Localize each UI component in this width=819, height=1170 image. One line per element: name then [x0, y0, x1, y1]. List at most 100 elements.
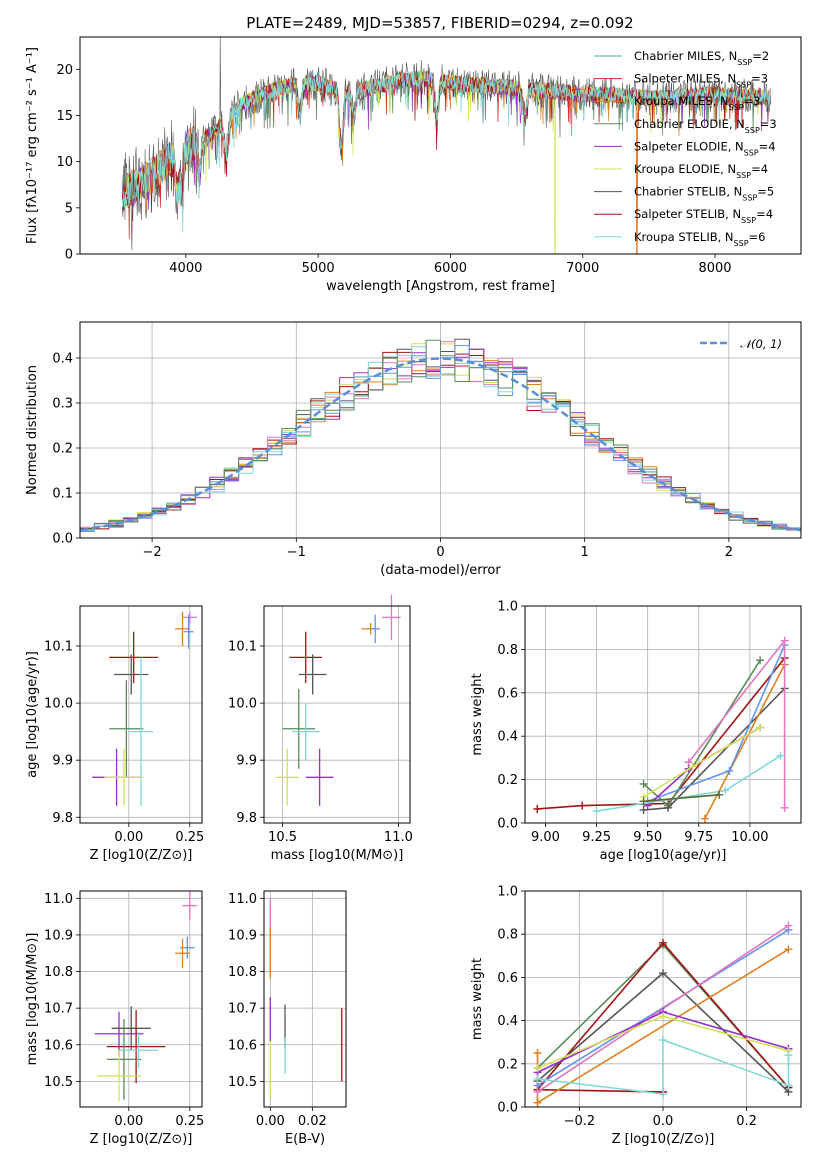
y-tick-label: 10.7: [44, 1002, 73, 1017]
weight-marker: [725, 766, 734, 775]
x-tick-label: 10.5: [268, 830, 297, 845]
x-axis-label: Z [log10(Z/Z⊙)]: [90, 848, 193, 863]
legend-entry-subscript: SSP: [745, 125, 760, 134]
weight-marker: [715, 790, 724, 799]
legend-entry-name: Salpeter STELIB, N: [634, 207, 741, 221]
y-axis-label: mass [log10(M/M⊙)]: [25, 933, 40, 1066]
x-axis-label: Z [log10(Z/Z⊙)]: [90, 1132, 193, 1147]
y-tick-label: 10.0: [228, 697, 257, 712]
normal-curve: [79, 357, 802, 532]
y-tick-label: 0.8: [497, 928, 518, 943]
legend-entry-name: Kroupa ELODIE, N: [634, 162, 736, 176]
y-tick-label: 0.2: [497, 773, 518, 788]
weight-line: [537, 948, 789, 1104]
y-tick-label: 0.4: [497, 730, 518, 745]
y-tick-label: 10.5: [44, 1075, 73, 1090]
weight-marker: [784, 1051, 793, 1060]
weight-marker: [533, 804, 542, 813]
legend-entry-name: Chabrier ELODIE, N: [634, 117, 745, 131]
y-tick-label: 0.6: [497, 686, 518, 701]
x-tick-label: −2: [143, 545, 162, 560]
weight-marker: [659, 969, 667, 978]
y-tick-label: 0.0: [52, 532, 73, 547]
weight-marker: [659, 1012, 667, 1021]
x-axis-label: wavelength [Angstrom, rest frame]: [326, 279, 555, 294]
legend-entry-name: Kroupa MILES, N: [634, 94, 729, 108]
weight-marker: [756, 656, 765, 665]
residuals-panel: −2 −1 0 1 2 0.0 0.1 0.2 0.3 0.4 (data-model)/error…: [25, 321, 802, 578]
y-tick-label: 20: [56, 63, 73, 78]
legend-entry-name: Chabrier STELIB, N: [634, 185, 742, 199]
legend-entry-subscript: SSP: [736, 80, 751, 89]
y-tick-label: 0.0: [497, 1101, 518, 1116]
weight-line: [704, 664, 786, 820]
weight-marker: [780, 803, 789, 812]
legend-entry-count: =2: [752, 49, 769, 63]
y-tick-label: 9.8: [236, 811, 257, 826]
weight-marker: [721, 786, 730, 795]
y-tick-label: 1.0: [497, 600, 518, 615]
y-tick-label: 10.8: [44, 965, 73, 980]
x-tick-label: 0.25: [175, 1114, 204, 1129]
histogram-step: [80, 360, 801, 532]
x-tick-label: 11.0: [384, 830, 413, 845]
y-tick-label: 10.6: [44, 1038, 73, 1053]
weight-marker: [659, 1090, 667, 1099]
legend-entry-subscript: SSP: [734, 238, 749, 247]
legend-entry-subscript: SSP: [737, 58, 752, 67]
y-tick-label: 5: [65, 201, 73, 216]
y-axis-label: Flux [fλ10⁻¹⁷ erg cm⁻² s⁻¹ A⁻¹]: [25, 47, 40, 244]
x-tick-label: 0.00: [114, 830, 143, 845]
x-axis-label: Z [log10(Z/Z⊙)]: [612, 1132, 715, 1147]
y-tick-label: 10.9: [228, 928, 257, 943]
legend-entry-count: =3: [751, 72, 768, 86]
y-tick-label: 10.5: [228, 1075, 257, 1090]
axes-frame: [263, 890, 347, 1108]
y-tick-label: 10: [56, 155, 73, 170]
legend-entry-name: Salpeter MILES, N: [634, 72, 736, 86]
legend-entry: 𝒩(0, 1): [740, 337, 782, 351]
y-tick-label: 0.1: [52, 487, 73, 502]
legend-entry: Salpeter STELIB, NSSP=4: [634, 207, 773, 225]
x-tick-label: 0.2: [736, 1114, 757, 1129]
age-vs-mass-panel: 10.5 11.0 9.8 9.9 10.0 10.1 mass [log10(M/M⊙)]: [228, 594, 413, 863]
weight-marker: [533, 1049, 542, 1057]
age-vs-metallicity-panel: 0.00 0.25 9.8 9.9 10.0 10.1 Z [log10(Z/Z⊙)] age…: [25, 605, 204, 863]
y-tick-label: 10.0: [44, 697, 73, 712]
x-tick-label: 6000: [434, 261, 467, 276]
weight-marker: [639, 797, 648, 806]
x-tick-label: 1: [581, 545, 589, 560]
y-tick-label: 10.7: [228, 1002, 257, 1017]
y-tick-label: 10.1: [228, 639, 257, 654]
x-tick-label: 0.00: [114, 1114, 143, 1129]
legend-entry-name: Salpeter ELODIE, N: [634, 139, 744, 153]
y-tick-label: 9.8: [52, 811, 73, 826]
weight-marker: [659, 938, 667, 947]
weight-line: [643, 659, 761, 807]
weight-marker: [639, 805, 648, 814]
x-tick-label: 5000: [302, 261, 335, 276]
legend-entry: Salpeter MILES, NSSP=3: [634, 72, 768, 90]
axes-frame: [524, 605, 802, 824]
x-tick-label: 9.25: [582, 830, 611, 845]
legend-entry-subscript: SSP: [736, 171, 751, 180]
weight-marker: [780, 636, 789, 645]
x-tick-label: 7000: [566, 261, 599, 276]
weight-line: [647, 644, 786, 803]
x-tick-label: 2: [725, 545, 733, 560]
y-tick-label: 1.0: [497, 885, 518, 900]
weight-marker: [578, 801, 587, 810]
axes-frame: [79, 890, 203, 1108]
legend-entry: Kroupa MILES, NSSP=3: [634, 94, 760, 112]
weight-marker: [688, 762, 697, 771]
mass-vs-metallicity-panel: 0.00 0.25 10.5 10.6 10.7 10.8 10.9 11.0 Z [log10…: [25, 890, 204, 1147]
weight-marker: [784, 945, 793, 954]
weight-marker: [664, 803, 673, 812]
legend-entry-subscript: SSP: [729, 103, 744, 112]
x-axis-label: (data-model)/error: [380, 563, 501, 578]
y-tick-label: 0.4: [497, 1014, 518, 1029]
y-tick-label: 10.6: [228, 1038, 257, 1053]
y-tick-label: 10.1: [44, 639, 73, 654]
spectrum-line: [121, 70, 771, 233]
